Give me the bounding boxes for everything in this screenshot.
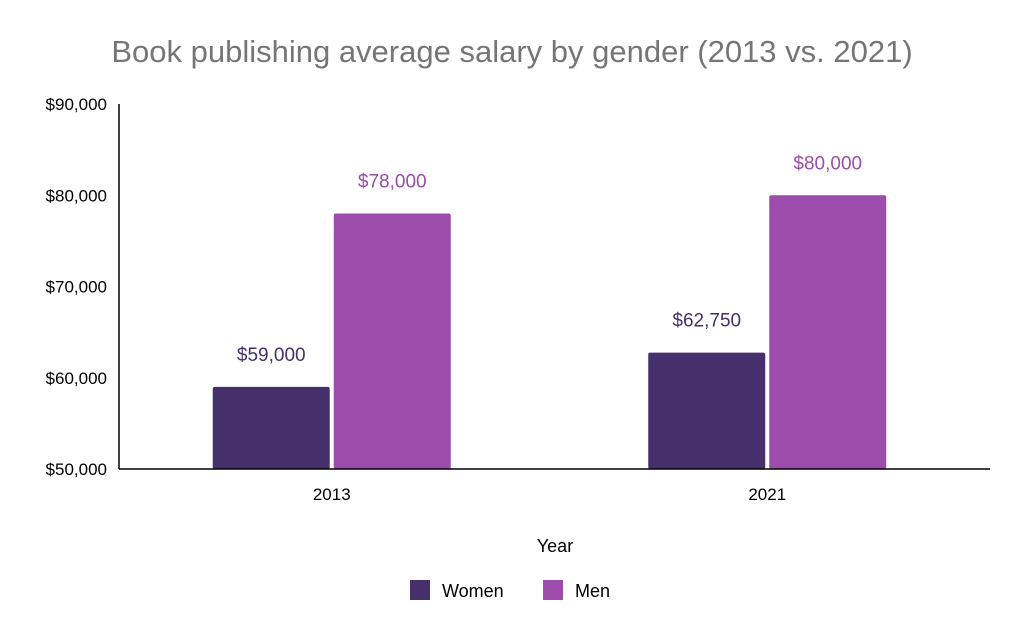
y-tick-label: $50,000 — [46, 460, 107, 479]
x-tick-label: 2021 — [748, 485, 786, 504]
data-label-men-2013: $78,000 — [358, 172, 427, 193]
legend-label-men: Men — [575, 581, 610, 601]
legend: Women Men — [410, 580, 610, 601]
legend-swatch-women — [410, 580, 430, 600]
y-tick-label: $90,000 — [46, 95, 107, 114]
y-axis-ticks: $50,000 $60,000 $70,000 $80,000 $90,000 — [46, 95, 107, 479]
legend-swatch-men — [543, 580, 563, 600]
bars — [212, 195, 887, 469]
y-tick-label: $70,000 — [46, 278, 107, 297]
chart-title: Book publishing average salary by gender… — [111, 34, 912, 69]
bar-men-2013 — [333, 213, 451, 469]
data-label-women-2013: $59,000 — [237, 345, 306, 366]
y-tick-label: $60,000 — [46, 369, 107, 388]
bar-men-2021 — [769, 195, 887, 469]
x-axis-title: Year — [537, 536, 573, 556]
x-axis-ticks: 2013 2021 — [313, 485, 786, 504]
data-label-men-2021: $80,000 — [793, 153, 862, 174]
legend-label-women: Women — [442, 581, 504, 601]
x-tick-label: 2013 — [313, 485, 351, 504]
data-labels: $59,000 $78,000 $62,750 $80,000 — [237, 153, 862, 366]
bar-women-2021 — [648, 352, 766, 469]
y-tick-label: $80,000 — [46, 186, 107, 205]
data-label-women-2021: $62,750 — [672, 311, 741, 332]
bar-women-2013 — [212, 386, 330, 469]
